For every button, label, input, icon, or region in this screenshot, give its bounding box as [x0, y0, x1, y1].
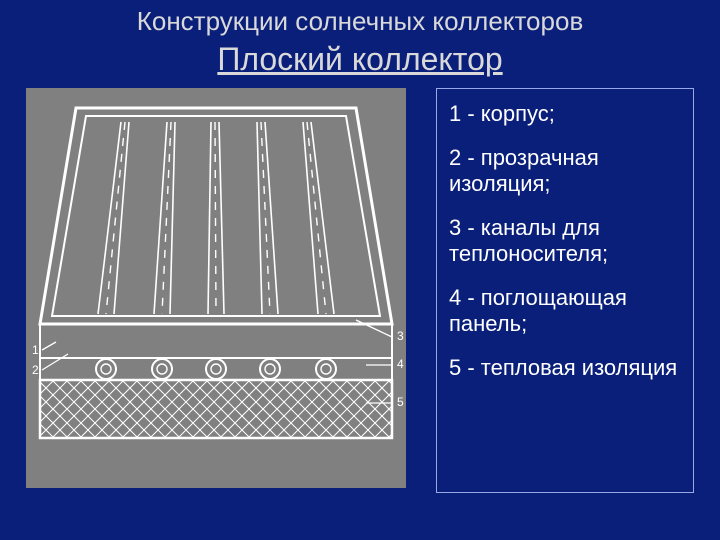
svg-text:5: 5: [397, 395, 404, 409]
legend-item: 1 - корпус;: [449, 101, 683, 127]
collector-diagram: 1 2 3 4 5: [26, 88, 406, 488]
slide: Конструкции солнечных коллекторов Плоски…: [0, 0, 720, 540]
legend-item: 3 - каналы для теплоносителя;: [449, 215, 683, 267]
kicker-text: Конструкции солнечных коллекторов: [0, 6, 720, 37]
legend-box: 1 - корпус; 2 - прозрачная изоляция; 3 - к…: [436, 88, 694, 493]
content-area: 1 2 3 4 5 1 - корпус; 2 - прозрачная изоляция…: [26, 88, 694, 516]
slide-title: Плоский коллектор: [0, 39, 720, 79]
svg-text:2: 2: [32, 363, 39, 377]
slide-header: Конструкции солнечных коллекторов Плоски…: [0, 0, 720, 79]
svg-text:3: 3: [397, 329, 404, 343]
legend-item: 2 - прозрачная изоляция;: [449, 145, 683, 197]
svg-text:1: 1: [32, 343, 39, 357]
legend-item: 5 - тепловая изоляция: [449, 355, 683, 381]
svg-text:4: 4: [397, 357, 404, 371]
legend-item: 4 - поглощающая панель;: [449, 285, 683, 337]
